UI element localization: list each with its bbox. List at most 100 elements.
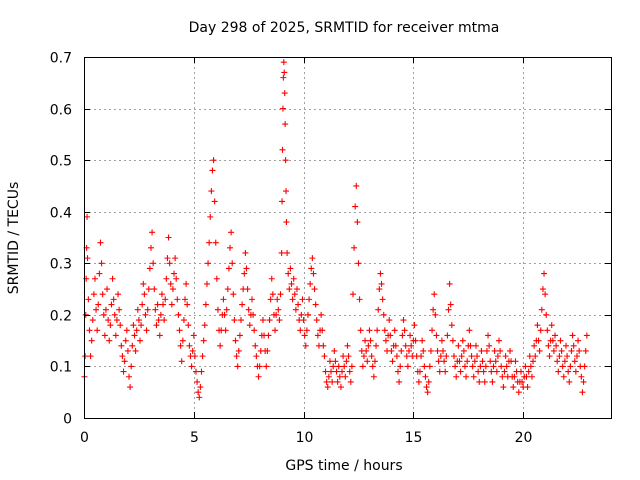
data-point xyxy=(490,363,497,370)
data-point xyxy=(320,342,327,349)
data-point xyxy=(171,270,178,277)
data-point xyxy=(157,311,164,318)
data-point xyxy=(82,353,89,360)
data-point xyxy=(156,332,163,339)
data-point xyxy=(398,347,405,354)
data-point xyxy=(111,311,118,318)
data-point xyxy=(506,347,513,354)
data-point xyxy=(524,384,531,391)
data-point xyxy=(191,353,198,360)
data-point xyxy=(330,363,337,370)
data-point xyxy=(284,249,291,256)
data-point xyxy=(517,368,524,375)
data-point xyxy=(423,384,430,391)
data-point xyxy=(323,378,330,385)
data-point xyxy=(314,332,321,339)
data-point xyxy=(530,358,537,365)
data-point xyxy=(263,363,270,370)
data-point xyxy=(236,332,243,339)
data-point xyxy=(121,358,128,365)
data-point xyxy=(177,342,184,349)
y-tick-label: 0.4 xyxy=(50,206,72,222)
data-point xyxy=(429,327,436,334)
data-point xyxy=(195,389,202,396)
data-point xyxy=(447,301,454,308)
data-point xyxy=(160,301,167,308)
data-point xyxy=(528,373,535,380)
data-point xyxy=(557,337,564,344)
data-point xyxy=(482,363,489,370)
data-point xyxy=(279,105,286,112)
data-point xyxy=(209,167,216,174)
data-point xyxy=(269,291,276,298)
data-point xyxy=(339,368,346,375)
data-point xyxy=(345,353,352,360)
data-point xyxy=(433,332,440,339)
x-tick-label: 15 xyxy=(405,430,423,446)
data-point xyxy=(382,337,389,344)
data-point xyxy=(100,311,107,318)
data-point xyxy=(132,347,139,354)
data-point xyxy=(480,368,487,375)
data-point xyxy=(366,327,373,334)
data-point xyxy=(141,291,148,298)
data-point xyxy=(264,347,271,354)
data-point xyxy=(210,157,217,164)
data-point xyxy=(544,327,551,334)
data-point xyxy=(373,342,380,349)
data-point xyxy=(158,291,165,298)
data-point xyxy=(292,306,299,313)
data-point xyxy=(478,347,485,354)
data-point xyxy=(362,337,369,344)
data-point xyxy=(246,322,253,329)
data-point xyxy=(166,260,173,267)
data-point xyxy=(434,347,441,354)
data-point xyxy=(118,342,125,349)
chart-title: Day 298 of 2025, SRMTID for receiver mtm… xyxy=(189,20,500,36)
data-point xyxy=(85,296,92,303)
data-point xyxy=(525,368,532,375)
data-point xyxy=(391,327,398,334)
data-point xyxy=(110,296,117,303)
data-point xyxy=(120,368,127,375)
data-point xyxy=(272,327,279,334)
data-point xyxy=(531,342,538,349)
data-point xyxy=(285,270,292,277)
data-point xyxy=(503,363,510,370)
data-point xyxy=(105,317,112,324)
data-point xyxy=(98,260,105,267)
data-point xyxy=(353,182,360,189)
data-point xyxy=(283,219,290,226)
data-point xyxy=(408,342,415,349)
data-point xyxy=(220,296,227,303)
data-point xyxy=(287,265,294,272)
data-point xyxy=(446,280,453,287)
x-tick-label: 20 xyxy=(515,430,533,446)
data-point xyxy=(565,368,572,375)
data-point xyxy=(470,373,477,380)
data-point xyxy=(277,291,284,298)
data-point xyxy=(283,188,290,195)
data-point xyxy=(227,244,234,251)
data-point xyxy=(322,368,329,375)
data-point xyxy=(321,353,328,360)
data-point xyxy=(223,306,230,313)
data-point xyxy=(407,332,414,339)
tick-labels: 0 0.1 0.2 0.3 0.4 0.5 0.6 0.7 0 5 10 15 20 xyxy=(50,51,533,447)
data-point xyxy=(368,353,375,360)
data-point xyxy=(564,353,571,360)
data-point xyxy=(336,373,343,380)
data-point xyxy=(233,353,240,360)
data-point xyxy=(553,342,560,349)
data-point xyxy=(252,342,259,349)
data-point xyxy=(376,286,383,293)
data-point xyxy=(443,353,450,360)
data-point xyxy=(140,280,147,287)
data-point xyxy=(555,368,562,375)
data-point xyxy=(370,373,377,380)
data-point xyxy=(356,296,363,303)
data-point xyxy=(165,234,172,241)
data-point xyxy=(106,337,113,344)
data-point xyxy=(179,337,186,344)
